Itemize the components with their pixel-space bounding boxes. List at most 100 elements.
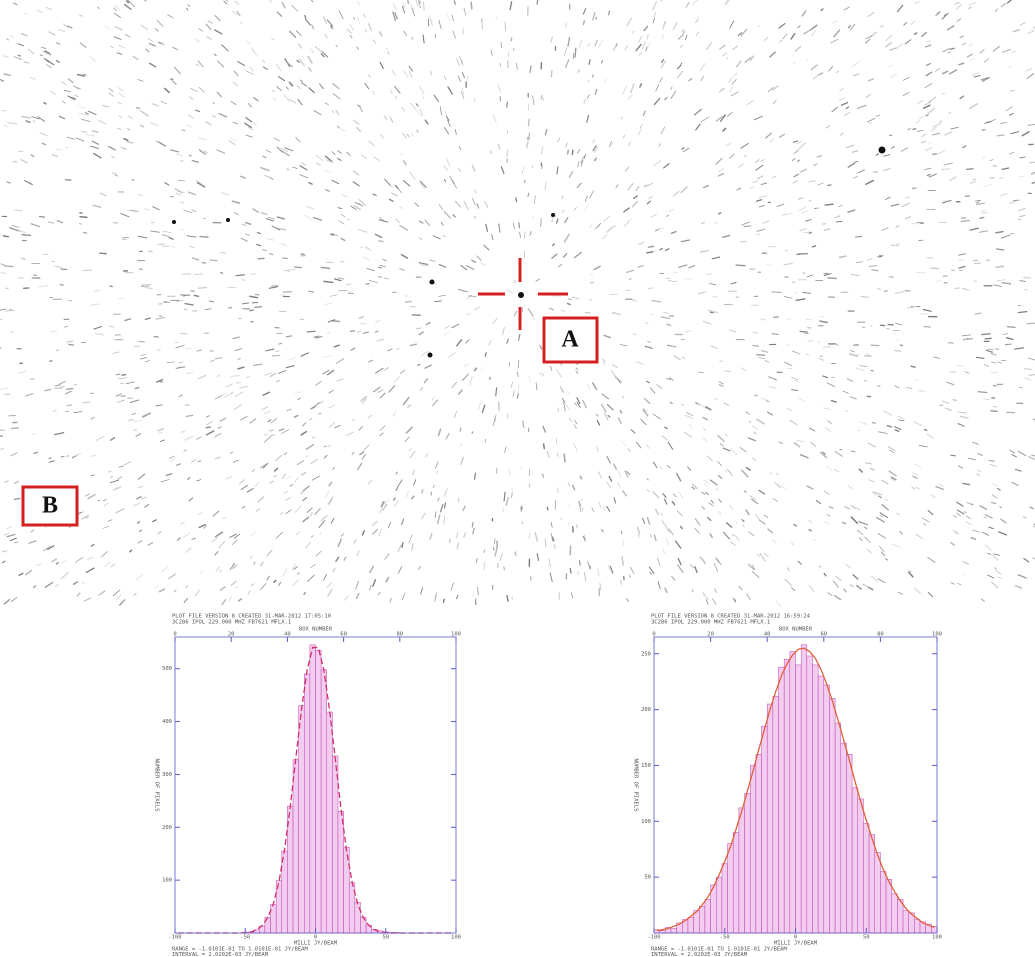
bar bbox=[812, 664, 819, 934]
streak bbox=[749, 495, 756, 501]
bar bbox=[806, 655, 813, 934]
streak bbox=[445, 115, 450, 122]
streak bbox=[310, 563, 316, 569]
streak bbox=[806, 485, 813, 489]
streak bbox=[923, 428, 928, 431]
streak bbox=[877, 431, 888, 435]
streak bbox=[135, 574, 143, 580]
streak bbox=[481, 404, 486, 413]
streak bbox=[536, 553, 540, 561]
bar bbox=[834, 722, 842, 934]
streak bbox=[385, 576, 390, 583]
streak bbox=[656, 557, 661, 567]
streak bbox=[557, 137, 561, 143]
streak bbox=[220, 251, 227, 254]
x-tick-label: 0 bbox=[314, 935, 317, 941]
streak bbox=[583, 204, 590, 211]
streak bbox=[189, 245, 195, 249]
streak bbox=[452, 30, 457, 39]
streak bbox=[358, 199, 367, 207]
streak bbox=[127, 115, 133, 119]
streak bbox=[1, 550, 8, 553]
streak bbox=[117, 128, 122, 130]
streak bbox=[411, 495, 415, 500]
streak bbox=[741, 519, 745, 523]
streak bbox=[709, 533, 713, 539]
streak bbox=[567, 36, 571, 47]
streak bbox=[297, 98, 303, 106]
streak bbox=[311, 0, 313, 3]
streak bbox=[701, 506, 706, 510]
streak bbox=[718, 383, 724, 388]
streak bbox=[456, 542, 460, 550]
streak bbox=[54, 432, 65, 436]
streak bbox=[51, 558, 58, 563]
streak bbox=[318, 412, 322, 415]
streak bbox=[658, 143, 661, 147]
streak bbox=[176, 537, 181, 541]
streak bbox=[889, 449, 895, 454]
streak bbox=[637, 533, 641, 538]
streak bbox=[646, 41, 652, 50]
streak bbox=[714, 557, 720, 564]
streak bbox=[608, 10, 611, 16]
streak bbox=[62, 23, 68, 28]
streak bbox=[613, 497, 617, 504]
streak bbox=[591, 507, 595, 512]
streak bbox=[956, 364, 964, 367]
streak bbox=[765, 400, 770, 403]
streak bbox=[577, 69, 580, 73]
streak bbox=[237, 357, 241, 361]
streak bbox=[896, 4, 904, 13]
streak bbox=[497, 143, 501, 150]
streak bbox=[372, 579, 377, 587]
streak bbox=[180, 229, 184, 231]
streak bbox=[296, 59, 301, 63]
streak bbox=[681, 29, 685, 33]
streak bbox=[88, 55, 97, 62]
bar bbox=[874, 852, 881, 934]
streak bbox=[706, 42, 712, 50]
streak bbox=[25, 569, 33, 576]
streak bbox=[969, 227, 979, 231]
streak bbox=[195, 63, 200, 67]
streak bbox=[157, 428, 164, 432]
streak bbox=[418, 1, 421, 9]
streak bbox=[987, 574, 995, 579]
streak bbox=[326, 582, 333, 588]
streak bbox=[619, 579, 623, 585]
streak bbox=[310, 405, 316, 410]
streak bbox=[138, 529, 143, 533]
streak bbox=[991, 483, 999, 487]
streak bbox=[823, 490, 830, 495]
streak bbox=[506, 60, 509, 69]
streak bbox=[177, 179, 185, 182]
streak bbox=[904, 39, 912, 45]
streak bbox=[582, 399, 588, 409]
streak bbox=[1011, 50, 1017, 53]
streak bbox=[194, 109, 201, 113]
streak bbox=[418, 236, 423, 241]
streak bbox=[717, 434, 725, 442]
streak bbox=[497, 84, 501, 93]
streak bbox=[442, 234, 446, 238]
streak bbox=[249, 555, 253, 559]
streak bbox=[156, 19, 164, 27]
streak bbox=[36, 563, 42, 567]
streak bbox=[741, 469, 749, 478]
streak bbox=[941, 70, 949, 75]
streak bbox=[871, 575, 878, 583]
bar bbox=[281, 850, 288, 934]
streak bbox=[356, 550, 360, 557]
source bbox=[172, 220, 176, 224]
streak bbox=[645, 46, 648, 52]
streak bbox=[692, 0, 698, 5]
streak bbox=[995, 347, 1000, 351]
streak bbox=[323, 454, 328, 459]
streak bbox=[58, 380, 66, 385]
streak bbox=[915, 119, 921, 124]
streak bbox=[760, 159, 765, 162]
streak bbox=[232, 336, 241, 340]
streak bbox=[884, 558, 889, 561]
streak bbox=[21, 233, 32, 237]
